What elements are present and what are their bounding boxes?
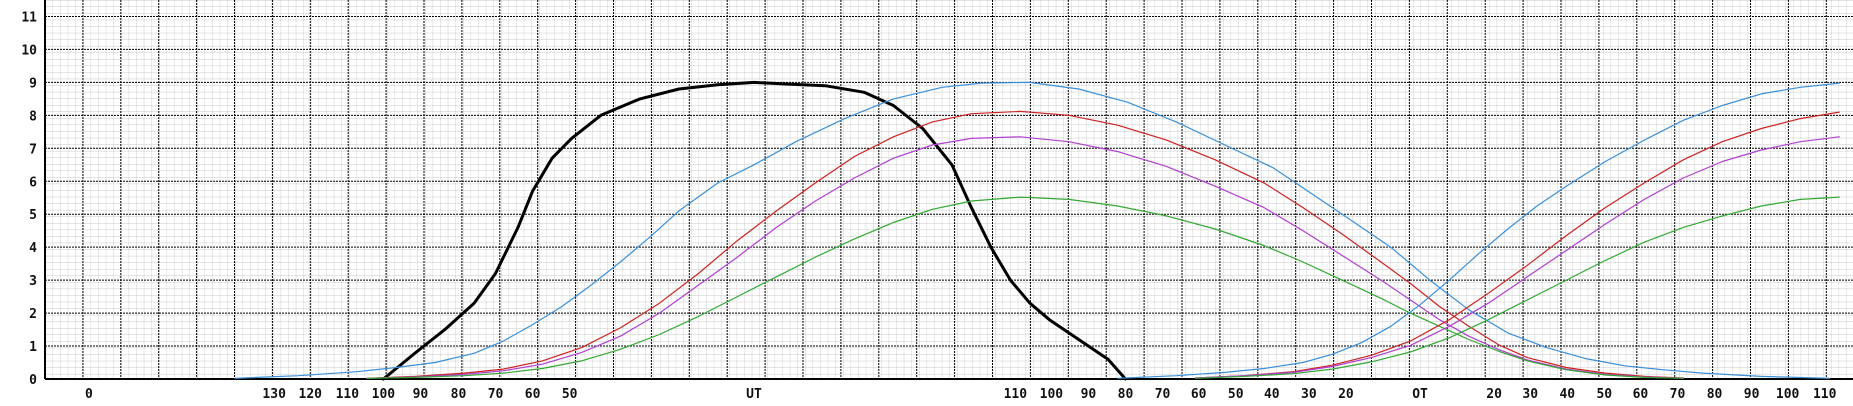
x-tick-label: 20: [1486, 387, 1502, 402]
y-tick-label: 7: [29, 142, 37, 157]
y-tick-label: 9: [29, 76, 37, 91]
x-tick-label: 50: [1228, 387, 1244, 402]
plot-frame: [44, 0, 1853, 380]
x-tick-label: 90: [413, 387, 429, 402]
series-line-2: [366, 110, 1684, 379]
series-line-6: [1195, 111, 1840, 379]
x-tick-label: 40: [1264, 387, 1280, 402]
x-tick-label: 30: [1522, 387, 1538, 402]
series-layer: [234, 80, 1840, 381]
y-tick-label: 3: [29, 274, 37, 289]
x-tick-label: 50: [1596, 387, 1612, 402]
x-tick-label: 80: [451, 387, 467, 402]
y-tick-label: 4: [29, 241, 37, 256]
y-tick-label: 0: [29, 373, 37, 388]
y-tick-label: 11: [21, 10, 37, 25]
y-axis-ticks: 0 1 2 3 4 5 6 7 8 9 10 11: [21, 10, 37, 388]
y-tick-label: 2: [29, 307, 37, 322]
x-tick-label: 0: [85, 387, 93, 402]
x-tick-label: 20: [1338, 387, 1354, 402]
series-line-0: [381, 80, 1127, 381]
x-tick-label: 100: [1040, 387, 1064, 402]
series-line-3: [366, 136, 1684, 379]
x-tick-label: UT: [746, 387, 762, 402]
y-tick-label: 8: [29, 109, 37, 124]
x-tick-label: 70: [1155, 387, 1171, 402]
x-tick-label: 130: [262, 387, 286, 402]
x-tick-label: 40: [1559, 387, 1575, 402]
x-tick-label: 110: [336, 387, 360, 402]
x-tick-label: 80: [1707, 387, 1723, 402]
y-tick-label: 6: [29, 175, 37, 190]
series-line-7: [1195, 136, 1840, 379]
x-tick-label: OT: [1412, 387, 1428, 402]
x-axis-ticks: 0 130 120 110 100 90 80 70 60 50 UT 110 100 90 80 70 60 5…: [85, 387, 1837, 402]
series-line-5: [1117, 82, 1840, 379]
x-tick-label: 60: [1191, 387, 1207, 402]
x-tick-label: 120: [299, 387, 323, 402]
x-tick-label: 90: [1744, 387, 1760, 402]
x-tick-label: 80: [1118, 387, 1134, 402]
major-grid: [44, 0, 1853, 380]
x-tick-label: 70: [1670, 387, 1686, 402]
series-line-8: [1195, 196, 1840, 379]
y-tick-label: 10: [21, 43, 37, 58]
series-line-1: [234, 81, 1831, 379]
y-tick-label: 5: [29, 208, 37, 223]
x-tick-label: 50: [562, 387, 578, 402]
y-tick-label: 1: [29, 340, 37, 355]
x-tick-label: 90: [1081, 387, 1097, 402]
series-line-4: [366, 196, 1684, 379]
x-tick-label: 110: [1813, 387, 1837, 402]
x-tick-label: 60: [1633, 387, 1649, 402]
x-tick-label: 60: [525, 387, 541, 402]
x-tick-label: 100: [372, 387, 396, 402]
x-tick-label: 110: [1004, 387, 1028, 402]
x-tick-label: 70: [488, 387, 504, 402]
minor-grid: [45, 0, 1853, 379]
x-tick-label: 30: [1301, 387, 1317, 402]
x-tick-label: 100: [1776, 387, 1800, 402]
